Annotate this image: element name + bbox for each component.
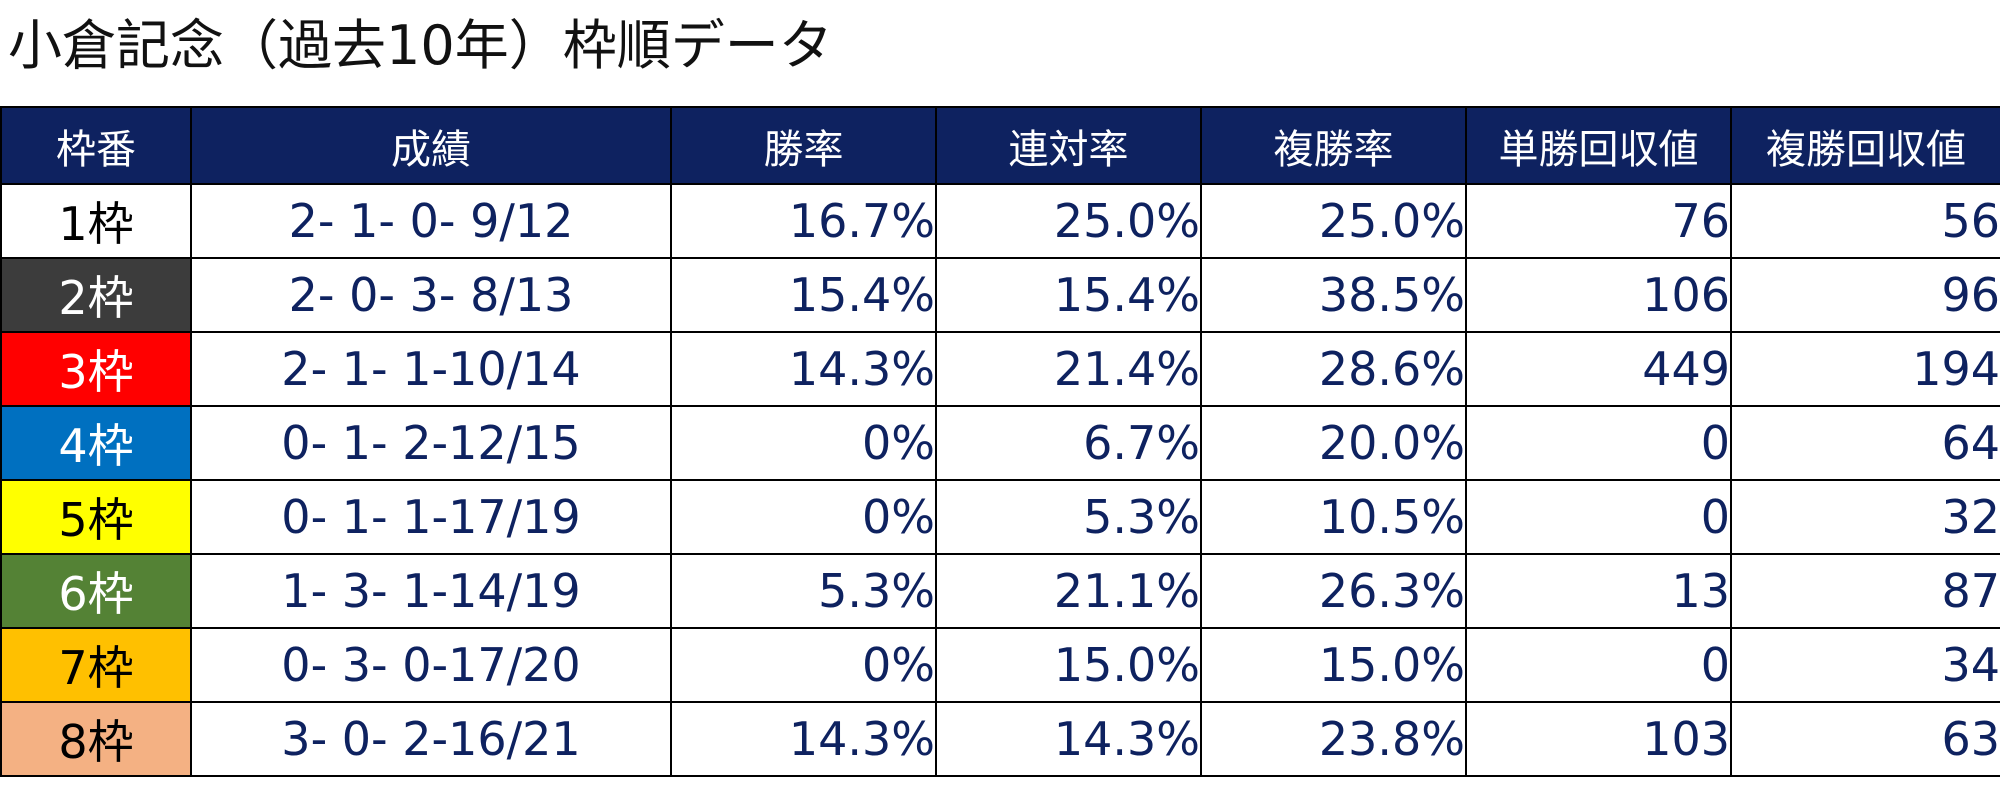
cell-frame: 7枠 bbox=[0, 627, 192, 703]
cell-quinella-rate: 15.4% bbox=[935, 257, 1202, 333]
cell-win-rate: 0% bbox=[670, 627, 937, 703]
cell-show-return: 96 bbox=[1730, 257, 2000, 333]
cell-show-rate: 26.3% bbox=[1200, 553, 1467, 629]
cell-record: 2- 1- 0- 9/12 bbox=[190, 183, 672, 259]
cell-win-return: 449 bbox=[1465, 331, 1732, 407]
header-win-return: 単勝回収値 bbox=[1465, 106, 1732, 185]
table-row: 4枠 0- 1- 2-12/15 0% 6.7% 20.0% 0 64 bbox=[0, 405, 2000, 481]
cell-show-rate: 10.5% bbox=[1200, 479, 1467, 555]
cell-quinella-rate: 6.7% bbox=[935, 405, 1202, 481]
cell-frame: 1枠 bbox=[0, 183, 192, 259]
cell-record: 2- 0- 3- 8/13 bbox=[190, 257, 672, 333]
header-show-rate: 複勝率 bbox=[1200, 106, 1467, 185]
table-row: 7枠 0- 3- 0-17/20 0% 15.0% 15.0% 0 34 bbox=[0, 627, 2000, 703]
cell-quinella-rate: 5.3% bbox=[935, 479, 1202, 555]
cell-show-return: 64 bbox=[1730, 405, 2000, 481]
cell-win-rate: 0% bbox=[670, 479, 937, 555]
cell-record: 0- 1- 2-12/15 bbox=[190, 405, 672, 481]
header-quinella-rate: 連対率 bbox=[935, 106, 1202, 185]
cell-record: 0- 3- 0-17/20 bbox=[190, 627, 672, 703]
cell-show-return: 32 bbox=[1730, 479, 2000, 555]
cell-quinella-rate: 14.3% bbox=[935, 701, 1202, 777]
header-show-return: 複勝回収値 bbox=[1730, 106, 2000, 185]
frame-stats-table: 枠番 成績 勝率 連対率 複勝率 単勝回収値 複勝回収値 1枠 2- 1- 0- … bbox=[0, 106, 2000, 777]
cell-win-rate: 14.3% bbox=[670, 701, 937, 777]
table-row: 2枠 2- 0- 3- 8/13 15.4% 15.4% 38.5% 106 96 bbox=[0, 257, 2000, 333]
header-win-rate: 勝率 bbox=[670, 106, 937, 185]
header-frame: 枠番 bbox=[0, 106, 192, 185]
cell-win-rate: 14.3% bbox=[670, 331, 937, 407]
cell-show-rate: 20.0% bbox=[1200, 405, 1467, 481]
cell-record: 0- 1- 1-17/19 bbox=[190, 479, 672, 555]
cell-quinella-rate: 25.0% bbox=[935, 183, 1202, 259]
cell-show-return: 34 bbox=[1730, 627, 2000, 703]
cell-frame: 6枠 bbox=[0, 553, 192, 629]
cell-show-rate: 25.0% bbox=[1200, 183, 1467, 259]
table-row: 8枠 3- 0- 2-16/21 14.3% 14.3% 23.8% 103 63 bbox=[0, 701, 2000, 777]
cell-frame: 8枠 bbox=[0, 701, 192, 777]
cell-win-rate: 16.7% bbox=[670, 183, 937, 259]
cell-win-return: 0 bbox=[1465, 479, 1732, 555]
header-row: 枠番 成績 勝率 連対率 複勝率 単勝回収値 複勝回収値 bbox=[0, 106, 2000, 185]
cell-win-return: 13 bbox=[1465, 553, 1732, 629]
cell-win-rate: 0% bbox=[670, 405, 937, 481]
cell-record: 1- 3- 1-14/19 bbox=[190, 553, 672, 629]
table-row: 3枠 2- 1- 1-10/14 14.3% 21.4% 28.6% 449 194 bbox=[0, 331, 2000, 407]
cell-show-return: 56 bbox=[1730, 183, 2000, 259]
table-row: 1枠 2- 1- 0- 9/12 16.7% 25.0% 25.0% 76 56 bbox=[0, 183, 2000, 259]
cell-win-return: 76 bbox=[1465, 183, 1732, 259]
cell-show-return: 63 bbox=[1730, 701, 2000, 777]
cell-show-rate: 28.6% bbox=[1200, 331, 1467, 407]
table-row: 5枠 0- 1- 1-17/19 0% 5.3% 10.5% 0 32 bbox=[0, 479, 2000, 555]
cell-frame: 2枠 bbox=[0, 257, 192, 333]
cell-win-return: 0 bbox=[1465, 627, 1732, 703]
page-title: 小倉記念（過去10年）枠順データ bbox=[8, 14, 833, 77]
cell-frame: 4枠 bbox=[0, 405, 192, 481]
cell-record: 2- 1- 1-10/14 bbox=[190, 331, 672, 407]
table-row: 6枠 1- 3- 1-14/19 5.3% 21.1% 26.3% 13 87 bbox=[0, 553, 2000, 629]
cell-quinella-rate: 21.4% bbox=[935, 331, 1202, 407]
cell-quinella-rate: 21.1% bbox=[935, 553, 1202, 629]
cell-win-return: 106 bbox=[1465, 257, 1732, 333]
header-record: 成績 bbox=[190, 106, 672, 185]
cell-show-return: 87 bbox=[1730, 553, 2000, 629]
cell-quinella-rate: 15.0% bbox=[935, 627, 1202, 703]
cell-win-return: 0 bbox=[1465, 405, 1732, 481]
cell-show-rate: 15.0% bbox=[1200, 627, 1467, 703]
cell-frame: 3枠 bbox=[0, 331, 192, 407]
cell-record: 3- 0- 2-16/21 bbox=[190, 701, 672, 777]
cell-win-rate: 5.3% bbox=[670, 553, 937, 629]
cell-show-rate: 38.5% bbox=[1200, 257, 1467, 333]
cell-frame: 5枠 bbox=[0, 479, 192, 555]
cell-win-return: 103 bbox=[1465, 701, 1732, 777]
cell-show-return: 194 bbox=[1730, 331, 2000, 407]
cell-win-rate: 15.4% bbox=[670, 257, 937, 333]
cell-show-rate: 23.8% bbox=[1200, 701, 1467, 777]
